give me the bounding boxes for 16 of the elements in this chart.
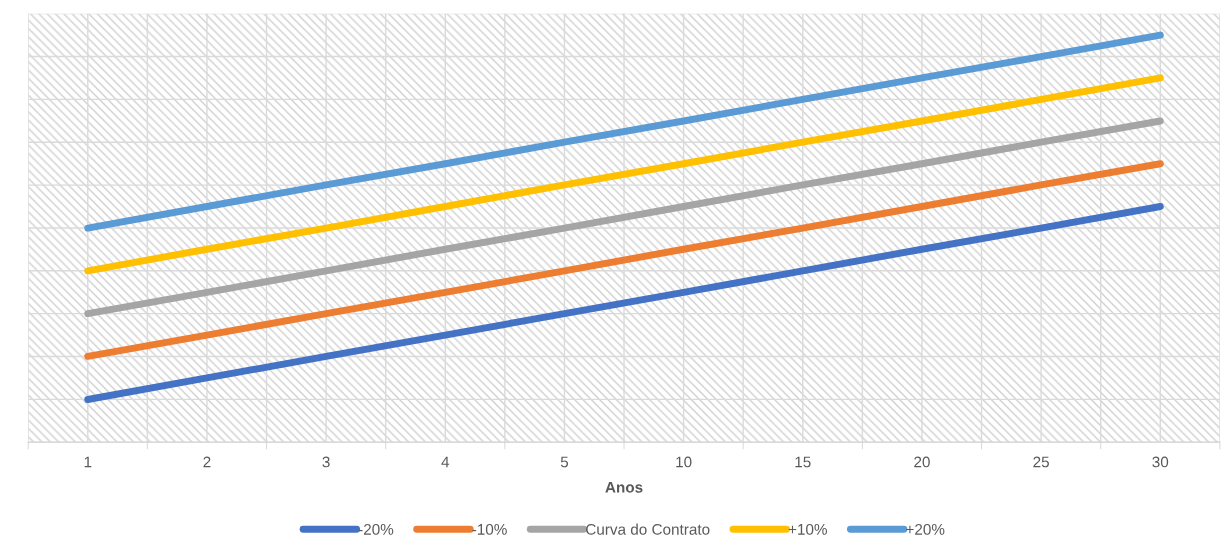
x-tick-label: 4 bbox=[441, 456, 450, 468]
x-tick-label: 3 bbox=[322, 456, 330, 468]
x-axis-title: Anos bbox=[605, 482, 643, 493]
x-tick-label: 2 bbox=[203, 456, 211, 468]
x-tick-label: 10 bbox=[676, 456, 692, 468]
x-tick-label: 15 bbox=[795, 456, 811, 468]
x-tick-label: 1 bbox=[84, 456, 92, 468]
legend-label: +10% bbox=[788, 523, 827, 535]
x-tick-label: 5 bbox=[560, 456, 569, 468]
legend-label: -10% bbox=[472, 523, 507, 535]
legend-label: +20% bbox=[906, 523, 945, 535]
x-tick-label: 20 bbox=[914, 456, 930, 468]
x-tick-label: 25 bbox=[1033, 456, 1049, 468]
legend-label: -20% bbox=[358, 523, 394, 535]
legend-label: Curva do Contrato bbox=[586, 523, 710, 535]
x-tick-label: 30 bbox=[1152, 456, 1169, 468]
